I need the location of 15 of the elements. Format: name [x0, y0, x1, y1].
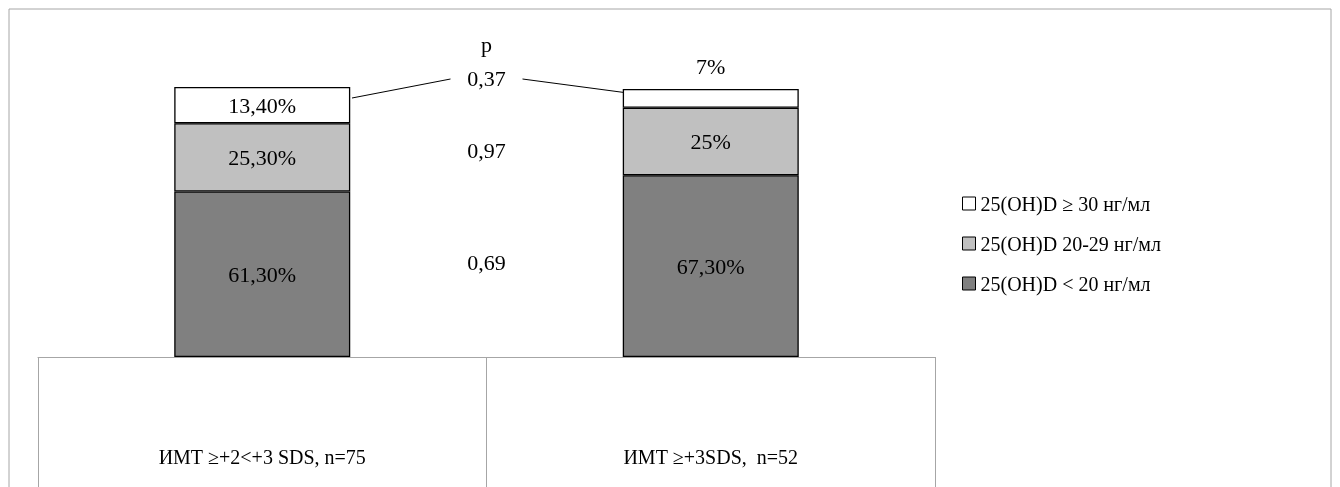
data-label: 25,30%: [228, 144, 297, 170]
legend-label: 25(OH)D 20-29 нг/мл: [980, 232, 1161, 256]
x-tick-label: ИМТ ≥+2<+3 SDS, n=75: [158, 446, 366, 468]
data-label: 7%: [696, 54, 726, 80]
legend-label: 25(OH)D ≥ 30 нг/мл: [980, 192, 1151, 216]
annotation: 0,69: [467, 249, 506, 275]
data-label: 13,40%: [228, 92, 297, 118]
text: p: [481, 31, 492, 57]
data-label: 67,30%: [676, 253, 745, 279]
annotation: 0,97: [467, 137, 506, 163]
legend-label: 25(OH)D < 20 нг/мл: [980, 272, 1151, 296]
data-label: 61,30%: [228, 261, 297, 287]
annotation: 0,37: [467, 65, 506, 91]
data-label: 25%: [690, 129, 731, 155]
x-tick-label: ИМТ ≥+3SDS, n=52: [623, 446, 799, 468]
